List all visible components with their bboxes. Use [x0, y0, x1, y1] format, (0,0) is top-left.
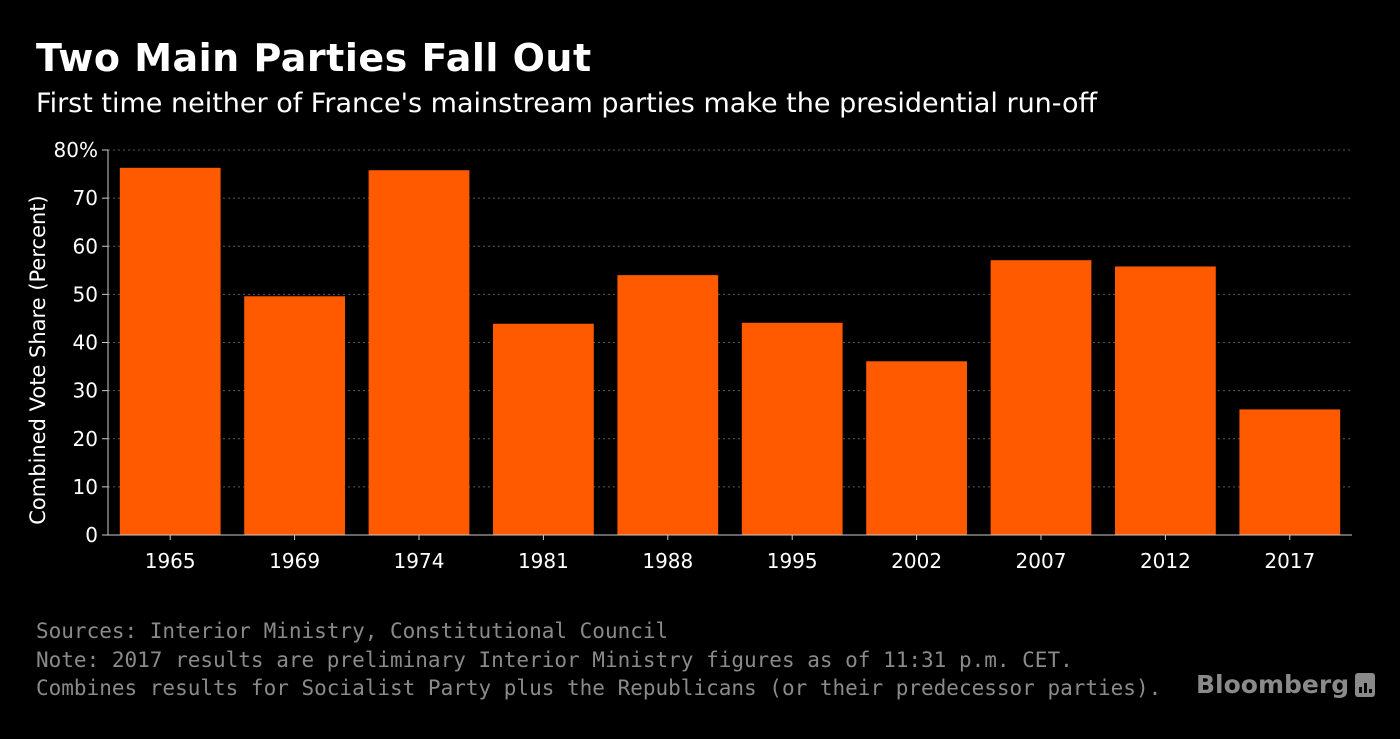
x-tick-label: 2002: [891, 549, 942, 573]
y-axis-label: Combined Vote Share (Percent): [26, 195, 50, 524]
y-tick-label: 0: [85, 523, 98, 547]
bar-2007: [990, 260, 1092, 535]
x-tick-label: 2012: [1140, 549, 1191, 573]
bloomberg-chart-icon: [1355, 672, 1376, 697]
bar-1981: [493, 323, 594, 535]
chart-title: Two Main Parties Fall Out: [36, 36, 592, 80]
y-tick-label: 80%: [54, 138, 98, 162]
bars: [119, 167, 1341, 535]
bloomberg-wordmark: Bloomberg: [1196, 670, 1350, 699]
bar-1995: [741, 322, 843, 535]
y-tick-label: 30: [73, 379, 98, 403]
y-tick-label: 70: [73, 186, 98, 210]
footer-sources: Sources: Interior Ministry, Constitution…: [36, 619, 669, 643]
bar-1974: [368, 170, 470, 535]
bar-1969: [244, 296, 345, 535]
y-tick-label: 20: [73, 427, 98, 451]
bar-2012: [1115, 266, 1216, 535]
y-tick-label: 10: [73, 475, 98, 499]
y-tick-label: 50: [73, 282, 98, 306]
bloomberg-logo: Bloomberg: [1196, 670, 1376, 699]
x-tick-label: 1981: [518, 549, 569, 573]
x-tick-label: 1988: [642, 549, 693, 573]
y-tick-label: 40: [73, 331, 98, 355]
x-tick-label: 1974: [394, 549, 445, 573]
axes: 0 10 20 30 40 50 60 70 80% 1965 1969 1974 1981 1988 19…: [54, 138, 1352, 573]
bar-2017: [1239, 409, 1341, 535]
chart-subtitle: First time neither of France's mainstrea…: [36, 88, 1098, 119]
bar-chart: 0 10 20 30 40 50 60 70 80% 1965 1969 1974 1981 1988 19…: [26, 138, 1352, 573]
x-tick-label: 1965: [145, 549, 196, 573]
footer-note: Note: 2017 results are preliminary Inter…: [36, 648, 1073, 672]
footer-combines: Combines results for Socialist Party plu…: [36, 676, 1162, 700]
x-tick-label: 1995: [767, 549, 818, 573]
x-tick-label: 2017: [1264, 549, 1315, 573]
x-tick-label: 2007: [1016, 549, 1067, 573]
bar-1988: [617, 275, 719, 535]
x-tick-label: 1969: [269, 549, 320, 573]
bar-2002: [866, 361, 967, 535]
y-tick-label: 60: [73, 234, 98, 258]
bar-1965: [119, 167, 221, 535]
